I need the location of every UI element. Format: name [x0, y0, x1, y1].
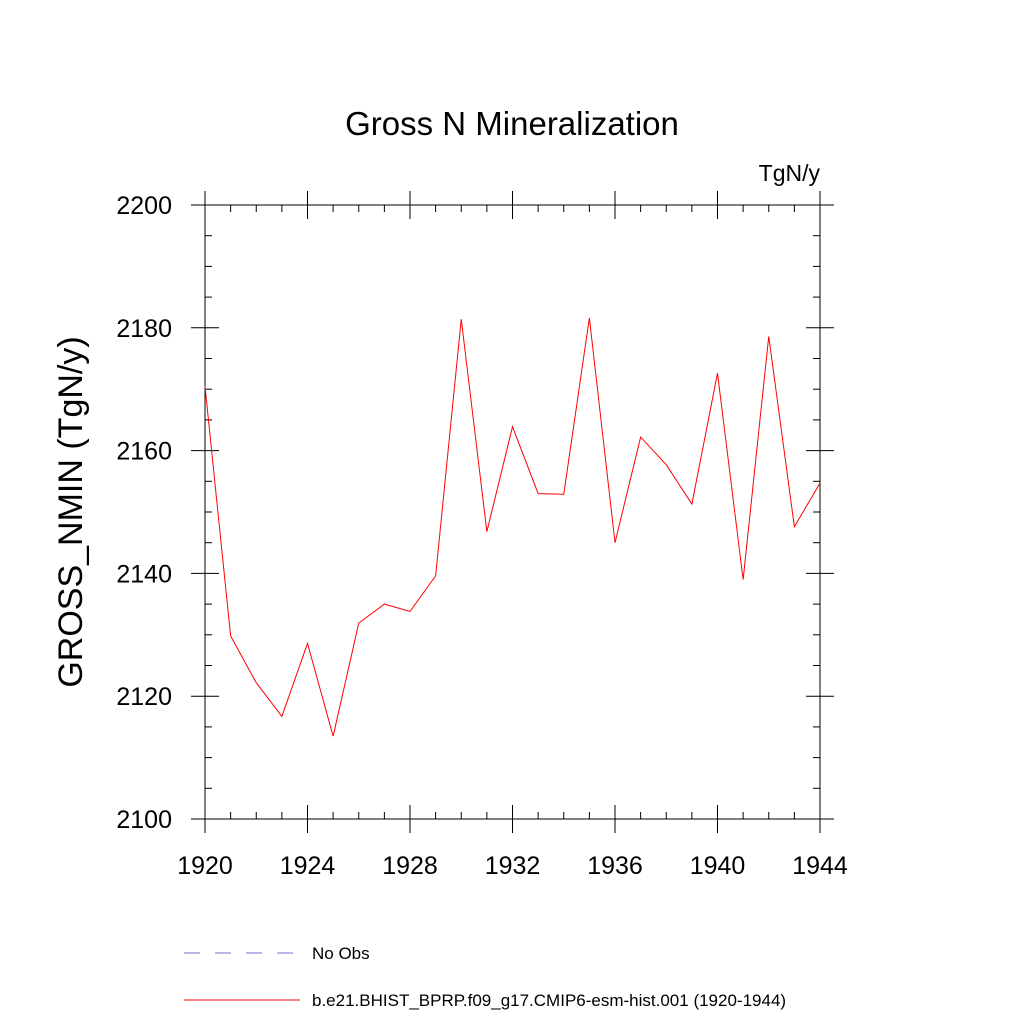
x-tick-label: 1920	[177, 852, 233, 880]
x-tick-label: 1940	[690, 852, 746, 880]
y-tick-labels: 2100 2120 2140 2160 2180 2200	[116, 192, 172, 834]
x-tick-label: 1936	[587, 852, 643, 880]
x-tick-label: 1928	[382, 852, 438, 880]
legend-label-model-run: b.e21.BHIST_BPRP.f09_g17.CMIP6-esm-hist.…	[312, 991, 786, 1010]
legend-label-no-obs: No Obs	[312, 944, 370, 963]
y-axis-label: GROSS_NMIN (TgN/y)	[52, 336, 90, 687]
x-tick-label: 1932	[485, 852, 541, 880]
legend: No Obs b.e21.BHIST_BPRP.f09_g17.CMIP6-es…	[184, 944, 786, 1010]
y-minor-ticks	[205, 235, 820, 789]
x-minor-ticks	[230, 205, 795, 819]
chart-title: Gross N Mineralization	[345, 105, 679, 142]
y-tick-label: 2140	[116, 560, 172, 588]
x-major-ticks	[204, 191, 821, 833]
y-tick-label: 2160	[116, 438, 172, 466]
y-tick-label: 2200	[116, 192, 172, 220]
series-group	[204, 317, 821, 737]
x-tick-labels: 1920 1924 1928 1932 1936 1940 1944	[177, 852, 848, 880]
x-tick-label: 1944	[792, 852, 848, 880]
y-major-ticks	[191, 204, 834, 820]
x-tick-label: 1924	[280, 852, 336, 880]
plot-frame	[204, 204, 821, 820]
y-tick-label: 2180	[116, 315, 172, 343]
y-tick-label: 2100	[116, 806, 172, 834]
y-tick-label: 2120	[116, 683, 172, 711]
series-line	[204, 317, 821, 737]
units-label: TgN/y	[759, 160, 821, 186]
